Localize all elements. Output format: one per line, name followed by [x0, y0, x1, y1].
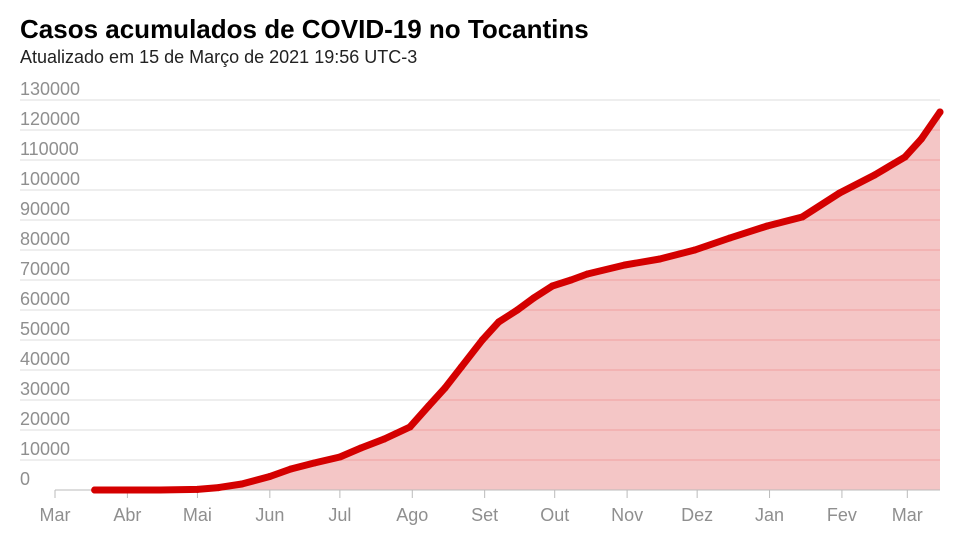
data-point [425, 402, 433, 410]
area-fill [94, 112, 940, 490]
data-point [266, 473, 274, 480]
data-point [583, 270, 591, 278]
x-tick-label: Jul [328, 505, 351, 525]
y-tick-label: 70000 [20, 259, 70, 279]
data-point [548, 282, 556, 290]
data-point [457, 363, 465, 371]
data-point [287, 465, 295, 473]
x-tick-label: Nov [611, 505, 643, 525]
data-point [310, 459, 318, 467]
data-point [478, 336, 486, 344]
data-point [691, 246, 699, 254]
data-point [380, 435, 388, 443]
data-point [513, 306, 521, 314]
data-point [495, 318, 503, 326]
data-point [871, 171, 879, 179]
x-tick-label: Abr [113, 505, 141, 525]
chart-subtitle: Atualizado em 15 de Março de 2021 19:56 … [20, 47, 418, 67]
x-tick-label: Mar [40, 505, 71, 525]
y-tick-label: 0 [20, 469, 30, 489]
data-point [726, 234, 734, 242]
data-point [336, 453, 344, 461]
x-tick-label: Fev [827, 505, 857, 525]
x-tick-label: Mai [183, 505, 212, 525]
data-point [406, 423, 414, 431]
data-point [91, 486, 99, 494]
y-tick-label: 40000 [20, 349, 70, 369]
y-tick-label: 80000 [20, 229, 70, 249]
x-tick-label: Mar [892, 505, 923, 525]
y-tick-label: 90000 [20, 199, 70, 219]
x-tick-label: Ago [396, 505, 428, 525]
series-line [91, 108, 944, 494]
data-point [621, 261, 629, 269]
data-point [901, 153, 909, 161]
y-tick-label: 100000 [20, 169, 80, 189]
y-tick-label: 60000 [20, 289, 70, 309]
x-axis: Mar Abr Mai Jun Jul Ago Set Out Nov Dez Jan Fev Mar [40, 489, 940, 525]
data-point [214, 484, 222, 492]
x-tick-label: Jun [255, 505, 284, 525]
data-point [123, 486, 131, 494]
x-tick-label: Out [540, 505, 569, 525]
y-tick-label: 50000 [20, 319, 70, 339]
x-tick-label: Set [471, 505, 498, 525]
line-group [91, 108, 944, 494]
data-point [798, 213, 806, 221]
data-point [441, 384, 449, 392]
y-tick-label: 120000 [20, 109, 80, 129]
y-axis-ticks: 0 10000 20000 30000 40000 50000 60000 70000 8000… [20, 79, 80, 489]
y-tick-label: 30000 [20, 379, 70, 399]
data-point [156, 486, 164, 494]
data-point [357, 444, 365, 452]
area-fill-group [94, 112, 940, 490]
chart-title: Casos acumulados de COVID-19 no Tocantin… [20, 14, 589, 44]
data-point [917, 135, 925, 143]
data-point [567, 276, 575, 284]
data-point [238, 480, 246, 488]
y-tick-label: 20000 [20, 409, 70, 429]
data-point [530, 294, 538, 302]
data-point [656, 255, 664, 263]
data-point [763, 222, 771, 230]
y-tick-label: 10000 [20, 439, 70, 459]
data-point [836, 189, 844, 197]
data-point [193, 485, 201, 493]
x-tick-label: Dez [681, 505, 713, 525]
data-point [936, 108, 944, 116]
x-tick-label: Jan [755, 505, 784, 525]
y-tick-label: 130000 [20, 79, 80, 99]
y-tick-label: 110000 [20, 139, 79, 159]
